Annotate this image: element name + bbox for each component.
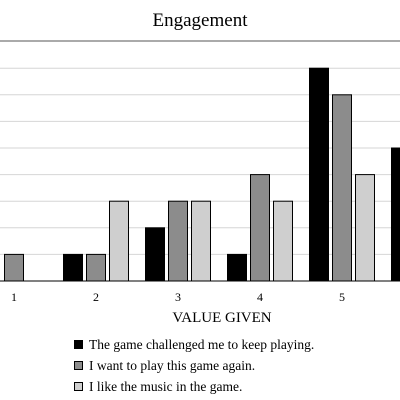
legend-label: I like the music in the game. — [89, 378, 243, 394]
bar — [145, 227, 165, 282]
chart-title: Engagement — [153, 10, 249, 31]
bar — [250, 174, 270, 282]
bar — [86, 253, 106, 282]
x-tick-labels: 1 2 3 4 5 — [11, 290, 345, 304]
legend-label: The game challenged me to keep playing. — [89, 336, 315, 352]
x-axis-label: VALUE GIVEN — [172, 310, 271, 326]
legend-label: I want to play this game again. — [89, 357, 256, 373]
bar — [355, 174, 375, 282]
bar — [309, 67, 329, 282]
legend-item: I want to play this game again. — [74, 355, 314, 376]
bar — [168, 200, 188, 282]
bar — [391, 147, 400, 282]
bars — [4, 67, 400, 282]
legend-swatch — [74, 361, 83, 370]
legend: The game challenged me to keep playing. … — [74, 334, 314, 397]
bar — [273, 200, 293, 282]
bar — [227, 253, 247, 282]
bar — [4, 253, 24, 282]
legend-swatch — [74, 340, 83, 349]
bar — [191, 200, 211, 282]
bar — [332, 94, 352, 282]
x-tick-label: 1 — [11, 290, 17, 304]
legend-item: The game challenged me to keep playing. — [74, 334, 314, 355]
x-tick-label: 5 — [339, 290, 345, 304]
bar — [63, 253, 83, 282]
bar — [109, 200, 129, 282]
x-tick-label: 2 — [93, 290, 99, 304]
legend-item: I like the music in the game. — [74, 376, 314, 397]
legend-swatch — [74, 382, 83, 391]
x-tick-label: 3 — [175, 290, 181, 304]
x-tick-label: 4 — [257, 290, 263, 304]
